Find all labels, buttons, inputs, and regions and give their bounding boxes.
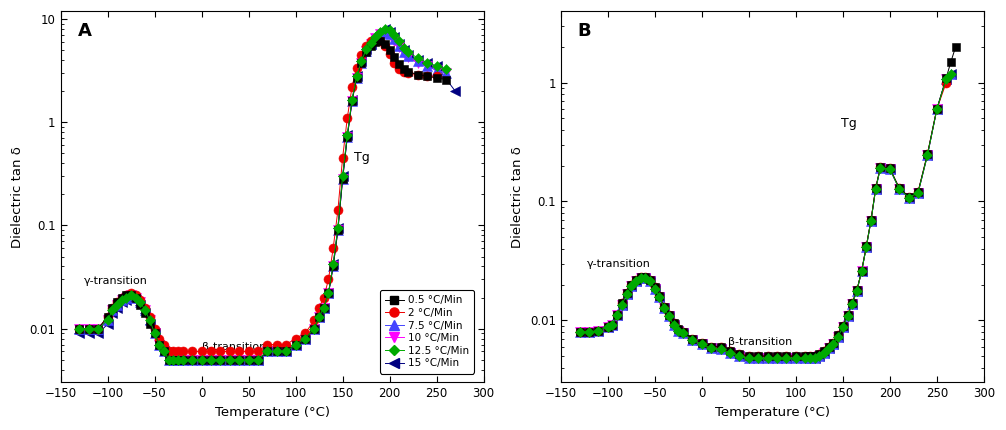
- Text: B: B: [577, 22, 592, 40]
- Text: A: A: [77, 22, 92, 40]
- Legend: 0.5 °C/Min, 2 °C/Min, 7.5 °C/Min, 10 °C/Min, 12.5 °C/Min, 15 °C/Min: 0.5 °C/Min, 2 °C/Min, 7.5 °C/Min, 10 °C/…: [379, 290, 474, 374]
- Y-axis label: Dielectric tan δ: Dielectric tan δ: [11, 146, 24, 248]
- Text: γ-transition: γ-transition: [588, 259, 651, 269]
- Text: Tg: Tg: [354, 151, 369, 164]
- Text: γ-transition: γ-transition: [85, 276, 148, 286]
- X-axis label: Temperature (°C): Temperature (°C): [214, 406, 330, 419]
- X-axis label: Temperature (°C): Temperature (°C): [715, 406, 830, 419]
- Text: β-transition: β-transition: [201, 342, 266, 352]
- Text: Tg: Tg: [841, 117, 857, 130]
- Y-axis label: Dielectric tan δ: Dielectric tan δ: [511, 146, 524, 248]
- Text: β-transition: β-transition: [728, 337, 793, 347]
